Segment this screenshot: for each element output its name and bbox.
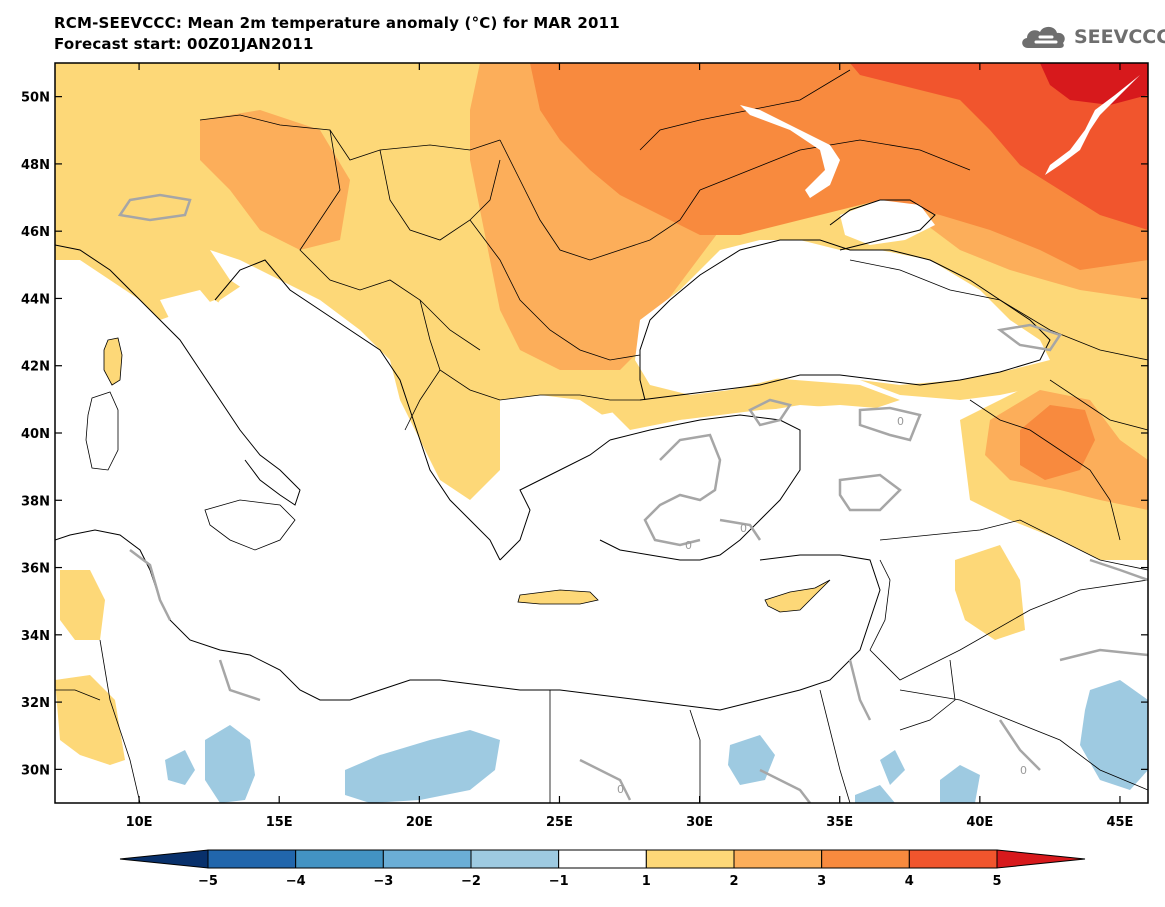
colorbar-swatch (558, 849, 647, 869)
colorbar: −5 −4 −3 −2 −1 1 2 3 4 5 (119, 849, 1086, 889)
colorbar-label: 4 (905, 874, 914, 889)
longitude-label: 40E (966, 815, 993, 830)
latitude-label: 32N (21, 696, 50, 711)
longitude-label: 30E (686, 815, 713, 830)
anomaly-band-neg-jordan (855, 785, 895, 803)
seevccc-logo: SEEVCCC (1018, 22, 1165, 52)
colorbar-swatch (645, 849, 735, 869)
latitude-label: 34N (21, 629, 50, 644)
anomaly-band-1-2-africa-west (55, 675, 125, 765)
colorbar-swatch (908, 849, 998, 869)
sea-of-azov (840, 200, 935, 245)
contour-label: 0 (1020, 764, 1027, 777)
latitude-label: 38N (21, 494, 50, 509)
contour-label: 0 (897, 415, 904, 428)
colorbar-extend-low (119, 849, 209, 869)
longitude-label: 20E (406, 815, 433, 830)
colorbar-label: −5 (198, 874, 218, 889)
adriatic-sea (210, 250, 400, 420)
latitude-label: 46N (21, 225, 50, 240)
anomaly-band-neg-israel (880, 750, 905, 785)
anomaly-band-1-2-turkey-coast (610, 378, 900, 430)
colorbar-label: −1 (549, 874, 569, 889)
cyprus (764, 579, 831, 613)
river-volga (1045, 75, 1140, 175)
colorbar-label: −3 (373, 874, 393, 889)
anomaly-band-2-3-alps (200, 110, 350, 250)
colorbar-label: −4 (286, 874, 306, 889)
longitude-label: 45E (1106, 815, 1133, 830)
sardinia (85, 391, 119, 471)
colorbar-swatch (470, 849, 560, 869)
forecast-start-label: Forecast start: 00Z01JAN2011 (54, 35, 314, 53)
colorbar-swatch (733, 849, 823, 869)
colorbar-extend-high (996, 849, 1086, 869)
latitude-label: 48N (21, 158, 50, 173)
colorbar-label: 5 (992, 874, 1001, 889)
anomaly-band-neg-arabia (1080, 680, 1148, 790)
map-content: 0 0 0 0 0 (55, 63, 1148, 803)
latitude-label: 50N (21, 91, 50, 106)
longitude-label: 15E (266, 815, 293, 830)
anomaly-band-neg-tripoli-west (165, 750, 195, 785)
latitude-label: 44N (21, 292, 50, 307)
colorbar-swatch (382, 849, 472, 869)
anomaly-band-1-2-levant (955, 545, 1025, 640)
anomaly-band-neg-sinai (940, 765, 980, 803)
longitude-axis: 10E 15E 20E 25E 30E 35E 40E 45E (126, 63, 1133, 830)
anomaly-band-neg-libya (345, 730, 500, 803)
contour-labels: 0 0 0 0 0 (617, 415, 1027, 796)
latitude-label: 30N (21, 763, 50, 778)
anatolia-white (610, 405, 960, 560)
coastlines (55, 199, 1051, 711)
crete (517, 589, 599, 605)
country-borders (55, 69, 1148, 803)
anomaly-band-neg-tripoli (205, 725, 255, 803)
map-title: RCM-SEEVCCC: Mean 2m temperature anomaly… (54, 14, 620, 32)
corsica (103, 337, 123, 386)
longitude-label: 10E (126, 815, 153, 830)
cloud-icon (1022, 26, 1065, 48)
contour-label: 0 (617, 783, 624, 796)
latitude-label: 42N (21, 360, 50, 375)
anomaly-band-4-5 (850, 63, 1148, 230)
colorbar-swatch (821, 849, 910, 869)
longitude-label: 25E (546, 815, 573, 830)
colorbar-label: 3 (817, 874, 826, 889)
latitude-label: 36N (21, 562, 50, 577)
contour-label: 0 (685, 539, 692, 552)
logo-text: SEEVCCC (1074, 26, 1165, 48)
longitude-label: 35E (826, 815, 853, 830)
latitude-axis: 50N 48N 46N 44N 42N 40N 38N 36N 34N 32N 30N (21, 91, 1148, 778)
latitude-label: 40N (21, 427, 50, 442)
colorbar-label: 2 (729, 874, 738, 889)
colorbar-label: 1 (642, 874, 651, 889)
black-sea (635, 240, 1050, 395)
river-don (740, 105, 840, 198)
aegean-sea (500, 395, 620, 560)
colorbar-swatch (207, 849, 297, 869)
colorbar-label: −2 (461, 874, 481, 889)
colorbar-swatch (295, 849, 384, 869)
contour-label: 0 (740, 522, 747, 535)
italy-white (160, 290, 300, 480)
anomaly-band-1-2-tunisia (60, 570, 105, 640)
sicily (204, 499, 296, 551)
zero-contours (117, 193, 1148, 803)
anomaly-band-gt5 (1040, 63, 1148, 105)
